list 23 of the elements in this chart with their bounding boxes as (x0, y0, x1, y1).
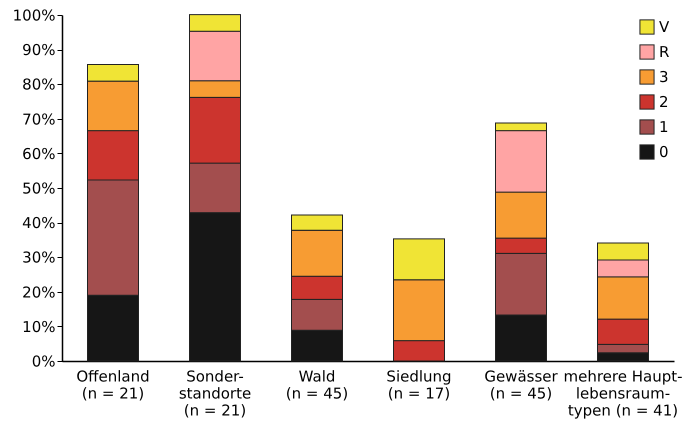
legend-label: 3 (659, 68, 669, 86)
y-tick-label: 90% (22, 41, 56, 60)
y-tick-label: 10% (22, 318, 56, 336)
y-tick-label: 40% (22, 214, 56, 232)
x-tick-label: Sonder- standorte (n = 21) (178, 368, 252, 420)
legend-label: 2 (659, 93, 669, 111)
x-tick-label: Siedlung (n = 17) (386, 368, 452, 402)
y-tick-label: 20% (22, 283, 56, 302)
y-tick-label: 80% (22, 76, 56, 94)
y-tick-label: 50% (22, 180, 56, 198)
legend-label: 0 (659, 143, 669, 161)
x-tick-label: Offenland (n = 21) (76, 368, 150, 402)
legend-label: V (659, 18, 670, 36)
y-tick-label: 60% (22, 144, 56, 163)
y-tick-label: 30% (22, 248, 56, 267)
y-tick-label: 70% (22, 110, 56, 128)
legend-label: R (659, 43, 670, 61)
x-tick-label: Gewässer (n = 45) (484, 368, 558, 402)
x-tick-label: mehrere Haupt- lebensraum- typen (n = 41) (563, 368, 683, 420)
legend-label: 1 (659, 118, 669, 136)
y-tick-label: 100% (12, 6, 56, 24)
y-tick-label: 0% (32, 352, 56, 370)
x-tick-label: Wald (n = 45) (286, 368, 348, 402)
